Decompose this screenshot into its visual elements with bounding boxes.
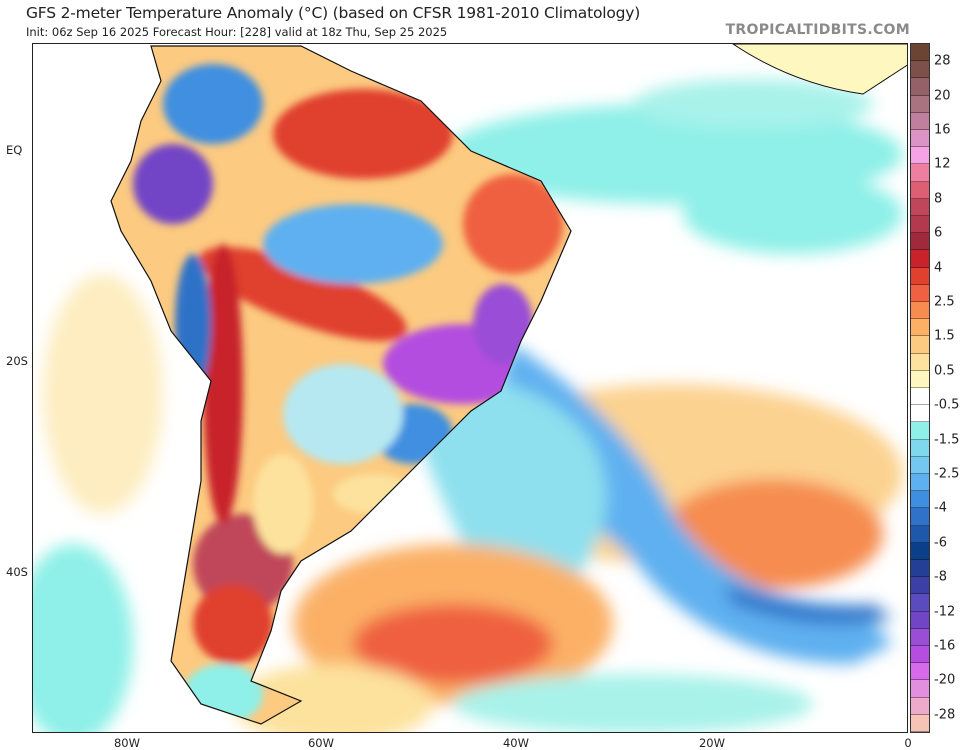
colorbar-swatch [911, 525, 929, 543]
colorbar-swatch [911, 216, 929, 234]
colorbar-label: 4 [934, 260, 943, 276]
colorbar-swatch [911, 353, 929, 371]
colorbar-swatch [911, 284, 929, 302]
colorbar-swatch [911, 646, 929, 664]
colorbar-swatch [911, 663, 929, 681]
watermark: TROPICALTIDBITS.COM [725, 22, 910, 38]
colorbar-swatch [911, 508, 929, 526]
colorbar-swatch [911, 542, 929, 560]
colorbar-swatch [911, 388, 929, 406]
colorbar-swatch [911, 44, 929, 62]
colorbar-swatch [911, 181, 929, 199]
colorbar-label: 8 [934, 191, 943, 207]
colorbar-swatch [911, 697, 929, 715]
x-tick-80w: 80W [113, 736, 141, 750]
colorbar-label: -4 [934, 500, 947, 516]
x-tick-20w: 20W [698, 736, 726, 750]
colorbar-label: -28 [934, 707, 956, 723]
colorbar-label: 0.5 [934, 363, 955, 379]
colorbar-swatch [911, 267, 929, 285]
colorbar-swatch [911, 164, 929, 182]
colorbar-swatch [911, 422, 929, 440]
colorbar-swatch [911, 439, 929, 457]
map-canvas [33, 44, 907, 732]
x-tick-40w: 40W [502, 736, 530, 750]
colorbar-label: 2.5 [934, 294, 955, 310]
colorbar-swatch [911, 370, 929, 388]
colorbar-swatch [911, 78, 929, 96]
colorbar-swatch [911, 112, 929, 130]
colorbar-label: 28 [934, 53, 951, 69]
colorbar-label: -12 [934, 604, 956, 620]
colorbar-swatch [911, 680, 929, 698]
colorbar-swatch [911, 474, 929, 492]
colorbar-swatch [911, 336, 929, 354]
colorbar-swatch [911, 95, 929, 113]
temperature-anomaly-map [32, 43, 908, 733]
colorbar-swatch [911, 577, 929, 595]
colorbar-label: 20 [934, 88, 951, 104]
colorbar-swatch [911, 130, 929, 148]
colorbar [910, 43, 930, 733]
colorbar-label: -2.5 [934, 466, 960, 482]
colorbar-swatch [911, 233, 929, 251]
colorbar-label: -1.5 [934, 432, 960, 448]
colorbar-swatch [911, 491, 929, 509]
colorbar-label: -0.5 [934, 397, 960, 413]
colorbar-swatch [911, 611, 929, 629]
colorbar-swatch [911, 714, 929, 732]
colorbar-swatch [911, 302, 929, 320]
x-tick-60w: 60W [307, 736, 335, 750]
y-tick-40s: 40S [6, 565, 28, 579]
colorbar-label: -16 [934, 638, 956, 654]
colorbar-label: -6 [934, 535, 947, 551]
colorbar-swatch [911, 405, 929, 423]
colorbar-swatch [911, 560, 929, 578]
colorbar-swatch [911, 147, 929, 165]
colorbar-label: -20 [934, 672, 956, 688]
colorbar-label: 12 [934, 156, 951, 172]
ocean-anomaly-field [33, 79, 903, 732]
y-tick-eq: EQ [6, 143, 23, 157]
y-tick-20s: 20S [6, 354, 28, 368]
colorbar-label: 6 [934, 225, 943, 241]
colorbar-swatch [911, 198, 929, 216]
colorbar-label: -8 [934, 569, 947, 585]
colorbar-swatch [911, 594, 929, 612]
x-tick-0: 0 [904, 736, 912, 750]
forecast-info: Init: 06z Sep 16 2025 Forecast Hour: [22… [26, 25, 448, 39]
colorbar-label: 1.5 [934, 328, 955, 344]
map-title: GFS 2-meter Temperature Anomaly (°C) (ba… [26, 4, 641, 22]
africa-coast [732, 44, 907, 95]
colorbar-swatch [911, 628, 929, 646]
colorbar-label: 16 [934, 122, 951, 138]
colorbar-swatch [911, 250, 929, 268]
colorbar-swatch [911, 456, 929, 474]
colorbar-swatch [911, 319, 929, 337]
colorbar-swatch [911, 61, 929, 79]
